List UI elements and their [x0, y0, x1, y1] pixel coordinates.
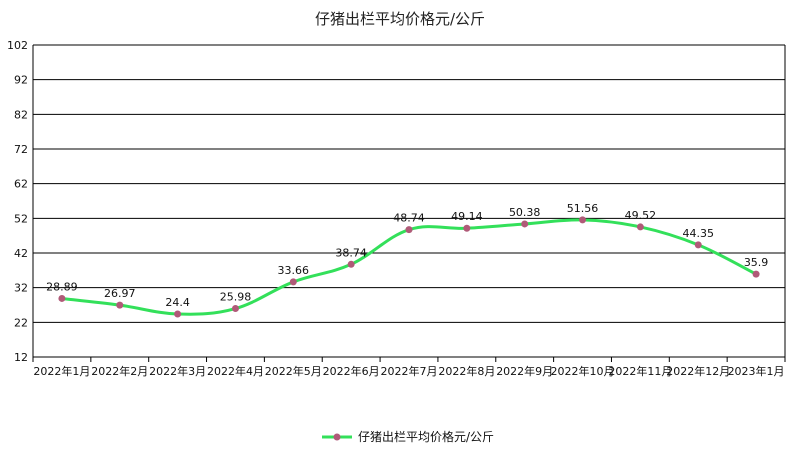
x-tick-label: 2022年9月 — [496, 364, 553, 378]
data-label: 25.98 — [220, 291, 252, 304]
data-point — [116, 301, 124, 309]
chart-title: 仔猪出栏平均价格元/公斤 — [315, 10, 485, 28]
data-point — [289, 278, 297, 286]
data-label: 51.56 — [567, 202, 599, 215]
x-tick-label: 2022年11月 — [608, 364, 672, 378]
series-group — [58, 216, 760, 318]
y-tick-label: 12 — [14, 351, 28, 364]
data-label: 49.14 — [451, 210, 483, 223]
x-axis-ticks: 2022年1月 2022年2月 2022年3月 2022年4月 2022年5月 2022年… — [32, 357, 786, 378]
legend-marker-swatch — [333, 433, 341, 441]
data-label: 33.66 — [278, 264, 310, 277]
x-tick-label: 2022年10月 — [551, 364, 615, 378]
legend-label: 仔猪出栏平均价格元/公斤 — [358, 429, 494, 444]
data-label: 24.4 — [165, 296, 190, 309]
data-point — [231, 305, 239, 313]
y-tick-label: 102 — [7, 39, 28, 52]
data-label: 38.74 — [335, 246, 367, 259]
x-tick-label: 2022年1月 — [33, 364, 90, 378]
x-tick-label: 2022年4月 — [207, 364, 264, 378]
data-point — [579, 216, 587, 224]
data-label: 50.38 — [509, 206, 541, 219]
x-tick-label: 2023年1月 — [728, 364, 785, 378]
data-labels: 28.89 26.97 24.4 25.98 33.66 38.74 48.74 49.14 5… — [46, 202, 768, 309]
x-tick-label: 2022年3月 — [149, 364, 206, 378]
x-tick-label: 2022年8月 — [438, 364, 495, 378]
data-label: 35.9 — [744, 256, 769, 269]
data-label: 44.35 — [682, 227, 714, 240]
y-tick-label: 82 — [14, 108, 28, 121]
y-tick-label: 32 — [14, 282, 28, 295]
x-tick-label: 2022年2月 — [91, 364, 148, 378]
data-point — [405, 226, 413, 234]
data-point — [174, 310, 182, 318]
data-label: 49.52 — [625, 209, 657, 222]
data-point — [347, 260, 355, 268]
y-axis-ticks: 12 22 32 42 52 62 72 82 92 102 — [7, 39, 28, 364]
data-point — [521, 220, 529, 228]
data-label: 48.74 — [393, 212, 425, 225]
data-label: 28.89 — [46, 280, 78, 293]
data-point — [463, 224, 471, 232]
x-tick-label: 2022年7月 — [381, 364, 438, 378]
data-point — [636, 223, 644, 231]
y-tick-label: 62 — [14, 178, 28, 191]
y-tick-label: 72 — [14, 143, 28, 156]
data-point — [58, 294, 66, 302]
y-tick-label: 22 — [14, 316, 28, 329]
x-tick-label: 2022年12月 — [666, 364, 730, 378]
data-label: 26.97 — [104, 287, 136, 300]
x-tick-label: 2022年5月 — [265, 364, 322, 378]
y-tick-label: 92 — [14, 74, 28, 87]
y-tick-label: 52 — [14, 212, 28, 225]
data-point — [694, 241, 702, 249]
legend: 仔猪出栏平均价格元/公斤 — [322, 429, 494, 444]
gridlines — [32, 44, 786, 358]
x-tick-label: 2022年6月 — [323, 364, 380, 378]
data-point — [752, 270, 760, 278]
y-tick-label: 42 — [14, 247, 28, 260]
